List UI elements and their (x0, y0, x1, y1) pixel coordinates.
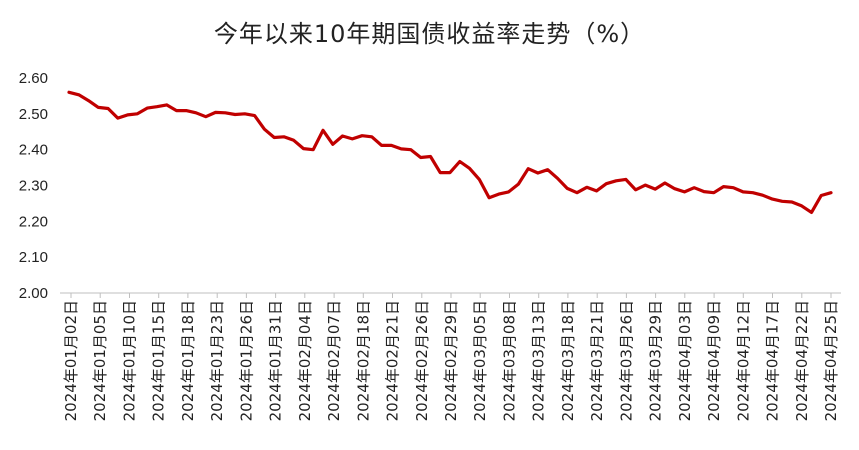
x-tick-label: 2024年04月09日 (705, 300, 723, 421)
x-tick-label: 2024年03月05日 (471, 300, 489, 421)
x-tick-label: 2024年03月13日 (530, 300, 548, 421)
x-tick-label: 2024年04月12日 (734, 300, 752, 421)
x-tick-label: 2024年02月29日 (442, 300, 460, 421)
data-points (68, 92, 832, 213)
y-tick-label: 2.50 (19, 106, 48, 123)
y-tick-label: 2.40 (19, 142, 48, 159)
x-tick-label: 2024年03月29日 (647, 300, 665, 421)
x-tick-label: 2024年01月26日 (237, 300, 255, 421)
y-tick-label: 2.10 (19, 249, 48, 266)
x-tick-label: 2024年01月05日 (91, 300, 109, 421)
x-tick-label: 2024年03月08日 (501, 300, 519, 421)
x-tick-label: 2024年01月02日 (62, 300, 80, 421)
x-tick-label: 2024年04月03日 (676, 300, 694, 421)
x-tick-label: 2024年02月07日 (325, 300, 343, 421)
x-tick-label: 2024年03月21日 (588, 300, 606, 421)
x-tick-label: 2024年02月04日 (296, 300, 314, 421)
x-tick-label: 2024年03月26日 (617, 300, 635, 421)
x-tick-label: 2024年01月23日 (208, 300, 226, 421)
x-tick-label: 2024年01月10日 (121, 300, 139, 421)
x-tick-label: 2024年01月31日 (267, 300, 285, 421)
y-tick-label: 2.20 (19, 213, 48, 230)
x-tick-label: 2024年02月18日 (354, 300, 372, 421)
y-axis: 2.60 2.50 2.40 2.30 2.20 2.10 2.00 (19, 70, 48, 302)
x-tick-label: 2024年03月18日 (559, 300, 577, 421)
x-tick-label: 2024年04月25日 (822, 300, 840, 421)
chart-title: 今年以来10年期国债收益率走势（%） (213, 20, 646, 48)
x-tick-label: 2024年01月15日 (150, 300, 168, 421)
yield-series-line (67, 90, 833, 214)
y-tick-label: 2.00 (19, 285, 48, 302)
y-tick-label: 2.30 (19, 178, 48, 195)
x-tick-label: 2024年04月17日 (764, 300, 782, 421)
x-tick-label: 2024年02月21日 (384, 300, 402, 421)
y-tick-label: 2.60 (19, 70, 48, 87)
x-tick-label: 2024年02月26日 (413, 300, 431, 421)
x-axis: 2024年01月02日 2024年01月05日 2024年01月10日 2024年01… (62, 300, 840, 421)
x-tick-label: 2024年01月18日 (179, 300, 197, 421)
x-tick-label: 2024年04月22日 (793, 300, 811, 421)
x-axis-ticks (70, 293, 832, 298)
